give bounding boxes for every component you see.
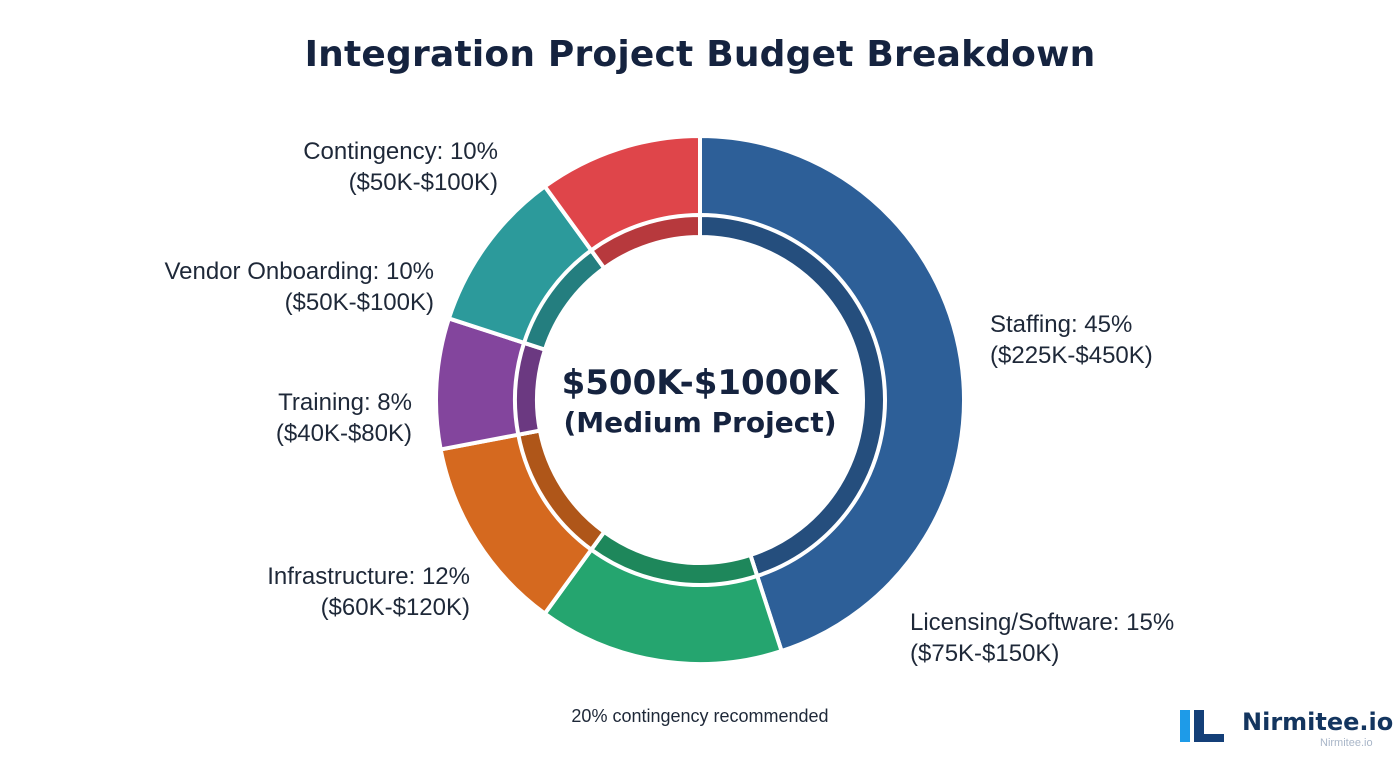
label-staffing: Staffing: 45% ($225K-$450K) (990, 309, 1153, 371)
chart-title: Integration Project Budget Breakdown (304, 34, 1096, 75)
center-amount: $500K-$1000K (561, 363, 839, 403)
label-infrastructure: Infrastructure: 12% ($60K-$120K) (267, 561, 470, 623)
label-staffing-range: ($225K-$450K) (990, 342, 1153, 369)
brand-logo-icon (1180, 710, 1224, 742)
footnote: 20% contingency recommended (571, 706, 829, 726)
donut-hole (537, 237, 863, 563)
label-licensing: Licensing/Software: 15% ($75K-$150K) (910, 607, 1174, 669)
donut-center-label: $500K-$1000K (Medium Project) (500, 362, 900, 442)
label-contingency-text: Contingency: 10% (303, 138, 498, 165)
label-training: Training: 8% ($40K-$80K) (276, 387, 412, 449)
label-licensing-range: ($75K-$150K) (910, 640, 1060, 667)
brand: Nirmitee.io Nirmitee.io (1180, 706, 1394, 756)
label-training-text: Training: 8% (278, 389, 412, 416)
brand-watermark: Nirmitee.io (1320, 737, 1373, 749)
label-training-range: ($40K-$80K) (275, 420, 412, 447)
brand-name: Nirmitee.io (1242, 708, 1394, 736)
center-subtitle: (Medium Project) (563, 406, 837, 439)
label-contingency-range: ($50K-$100K) (348, 169, 498, 196)
label-infrastructure-range: ($60K-$120K) (320, 594, 470, 621)
label-vendor-onboarding: Vendor Onboarding: 10% ($50K-$100K) (164, 256, 434, 318)
label-vendor-onboarding-range: ($50K-$100K) (284, 289, 434, 316)
label-staffing-text: Staffing: 45% (990, 311, 1133, 338)
label-licensing-text: Licensing/Software: 15% (910, 609, 1175, 636)
label-infrastructure-text: Infrastructure: 12% (267, 563, 470, 590)
label-contingency: Contingency: 10% ($50K-$100K) (303, 136, 498, 198)
label-vendor-onboarding-text: Vendor Onboarding: 10% (164, 258, 434, 285)
